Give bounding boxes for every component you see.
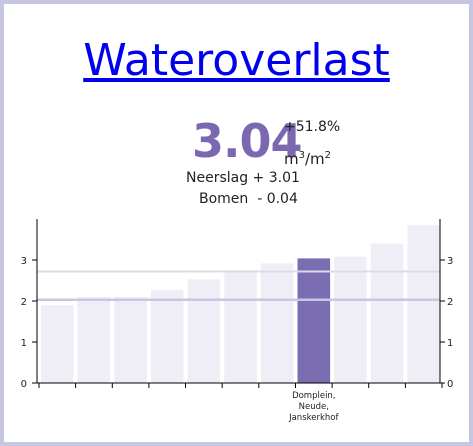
y-tick-label-left: 1: [21, 338, 27, 349]
bar: [150, 289, 184, 383]
bar: [77, 296, 111, 383]
y-tick-label-left: 3: [21, 256, 27, 267]
page-title-link[interactable]: Wateroverlast: [83, 35, 390, 86]
y-tick-label-right: 1: [447, 338, 453, 349]
bar: [260, 263, 294, 383]
unit-exponent-2: 2: [324, 150, 332, 161]
y-axis-ticks: 0 0 1 1 2 2 3 3: [21, 256, 454, 390]
y-tick-label-left: 2: [21, 297, 27, 308]
highlight-label: Domplein,Neude,Janskerkhof: [288, 391, 339, 423]
kpi-change: +51.8%: [284, 119, 341, 135]
kpi-value: 3.04: [192, 114, 302, 168]
reference-lines: [37, 270, 440, 302]
bar: [224, 270, 257, 384]
trees-contribution: Bomen - 0.04: [199, 191, 298, 207]
kpi-unit: m3/m2: [284, 146, 331, 169]
bar-highlight: [297, 258, 331, 383]
bars-group: [41, 225, 440, 384]
unit-exponent-1: 3: [298, 150, 305, 161]
bar: [407, 225, 440, 383]
y-tick-label-left: 0: [21, 379, 27, 390]
unit-base: m: [284, 150, 299, 168]
y-tick-label-right: 3: [447, 256, 453, 267]
x-category-label: Domplein,: [292, 391, 335, 401]
x-category-label: Neude,: [299, 402, 329, 412]
bar-chart: 0 0 1 1 2 2 3 3 Domplein,Neude,Janskerkhof: [21, 219, 454, 423]
x-category-label: Janskerkhof: [288, 413, 339, 423]
x-axis-ticks: [38, 383, 443, 388]
unit-separator: /m: [305, 150, 325, 168]
bar: [187, 279, 221, 383]
bar: [41, 305, 74, 383]
bar: [370, 243, 404, 383]
y-tick-label-right: 0: [447, 379, 453, 390]
rain-contribution: Neerslag + 3.01: [186, 170, 300, 186]
bar: [334, 256, 367, 383]
bar: [114, 296, 147, 383]
y-tick-label-right: 2: [447, 297, 453, 308]
